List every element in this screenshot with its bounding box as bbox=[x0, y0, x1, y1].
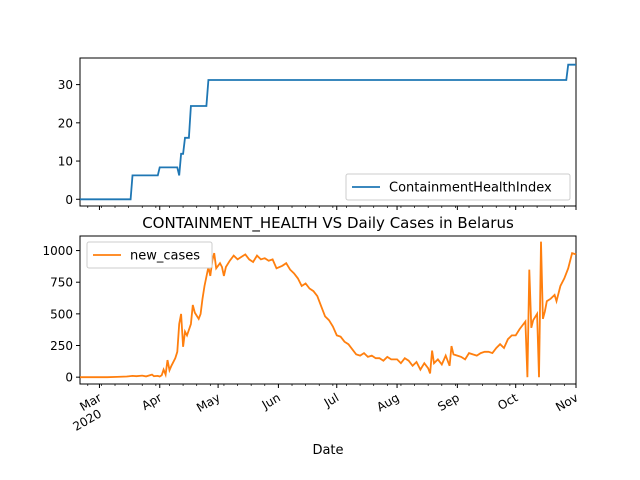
top-plot-frame bbox=[79, 57, 577, 207]
y-tick-label: 20 bbox=[58, 116, 73, 130]
bottom-legend: new_cases bbox=[86, 241, 213, 269]
top-plot-panel: 0 10 20 30 ContainmentHealthIndex bbox=[58, 57, 577, 210]
containment-health-line bbox=[80, 63, 576, 201]
y-tick-label: 1000 bbox=[42, 244, 73, 258]
y-tick-label: 30 bbox=[58, 78, 73, 92]
y-tick-label: 750 bbox=[50, 276, 73, 290]
bottom-y-ticks: 0 250 500 750 1000 bbox=[42, 244, 80, 385]
top-legend-box bbox=[345, 173, 571, 201]
bottom-legend-box bbox=[86, 241, 213, 269]
top-legend: ContainmentHealthIndex bbox=[345, 173, 571, 201]
chart-title: CONTAINMENT_HEALTH VS Daily Cases in Bel… bbox=[142, 214, 514, 233]
x-axis-label: Date bbox=[312, 443, 343, 458]
x-tick-label: Jul bbox=[321, 390, 341, 410]
y-tick-label: 500 bbox=[50, 307, 73, 321]
top-y-ticks: 0 10 20 30 bbox=[58, 78, 80, 207]
new-cases-line bbox=[80, 241, 577, 379]
bottom-plot-frame bbox=[79, 235, 577, 385]
top-legend-label: ContainmentHealthIndex bbox=[389, 181, 552, 196]
bottom-legend-label: new_cases bbox=[130, 249, 200, 264]
y-tick-label: 0 bbox=[65, 371, 73, 385]
top-x-ticks bbox=[87, 206, 577, 210]
y-tick-label: 0 bbox=[65, 193, 73, 207]
y-tick-label: 10 bbox=[58, 155, 73, 169]
y-tick-label: 250 bbox=[50, 339, 73, 353]
